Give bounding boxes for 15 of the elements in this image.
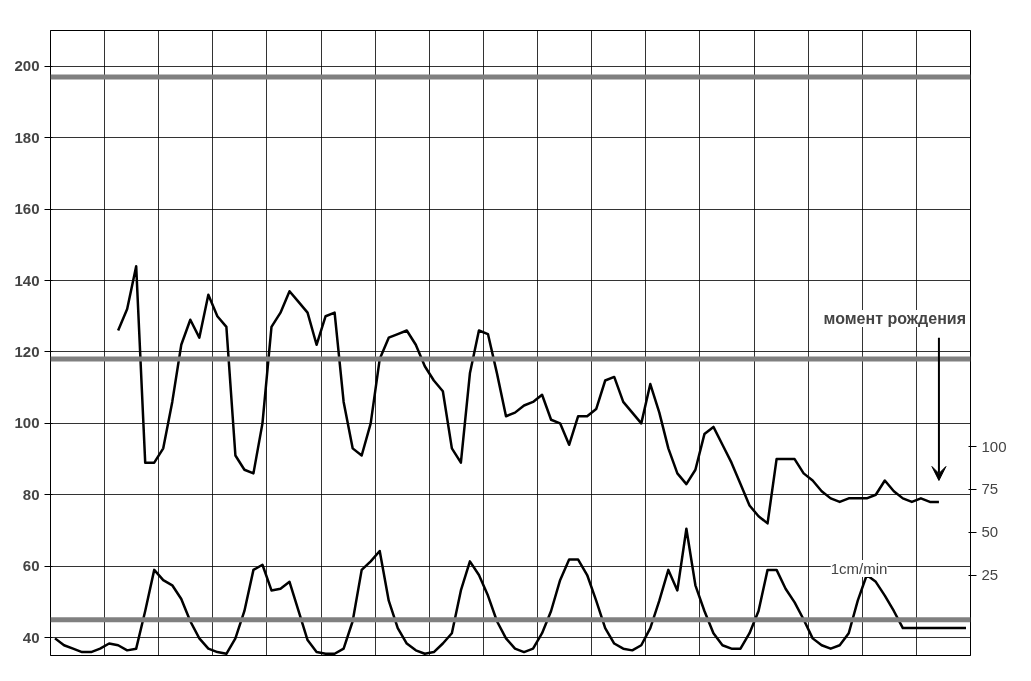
y-tick-label: 80 [22, 485, 40, 503]
y-tick-label: 40 [22, 628, 40, 646]
y-tick-label: 180 [14, 128, 40, 146]
annotation: 1cm/min [830, 559, 888, 577]
y-tick-label: 100 [14, 414, 40, 432]
y-tick-label: 160 [14, 200, 40, 218]
y-tick-label: 120 [14, 342, 40, 360]
annotation: момент рождения [823, 309, 966, 327]
y-tick-label: 200 [14, 57, 40, 75]
y2-tick-label: 75 [981, 480, 999, 498]
y2-tick-label: 25 [981, 566, 999, 584]
y2-tick-label: 100 [981, 437, 1007, 455]
y2-tick-label: 50 [981, 523, 999, 541]
y-tick-label: 140 [14, 271, 40, 289]
y-tick-label: 60 [22, 557, 40, 575]
